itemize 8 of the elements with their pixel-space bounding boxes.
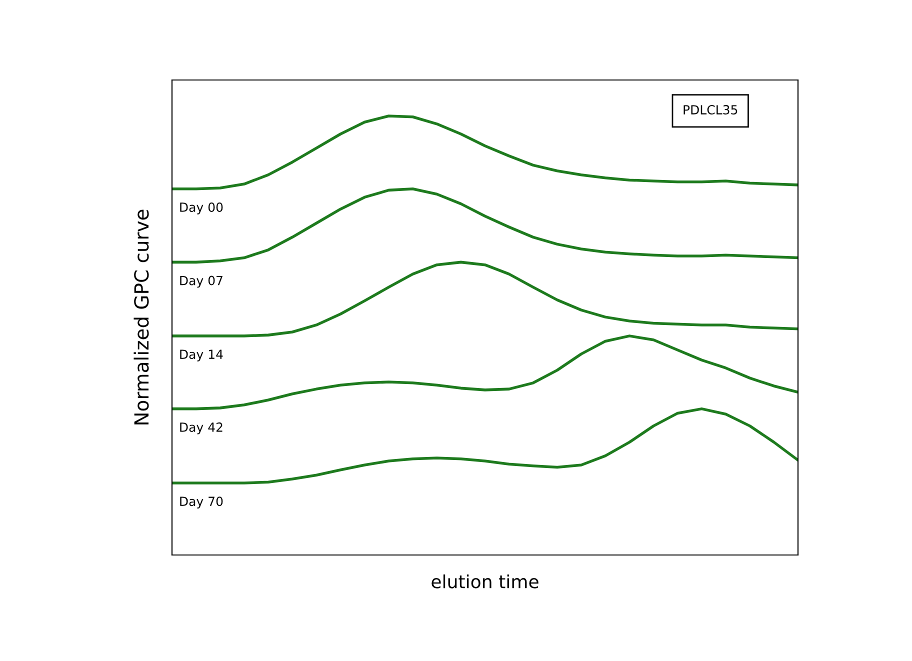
series-label: Day 00 [180,202,223,214]
series-label: Day 70 [180,496,223,508]
series-label: Day 14 [180,350,223,362]
series-label: Day 42 [180,422,222,434]
x-axis-title: elution time [432,574,538,588]
text: PDLCL35 [684,105,738,114]
y-axis-title: Normalized GPC curve [134,210,149,424]
series-label: Day 07 [180,276,222,288]
